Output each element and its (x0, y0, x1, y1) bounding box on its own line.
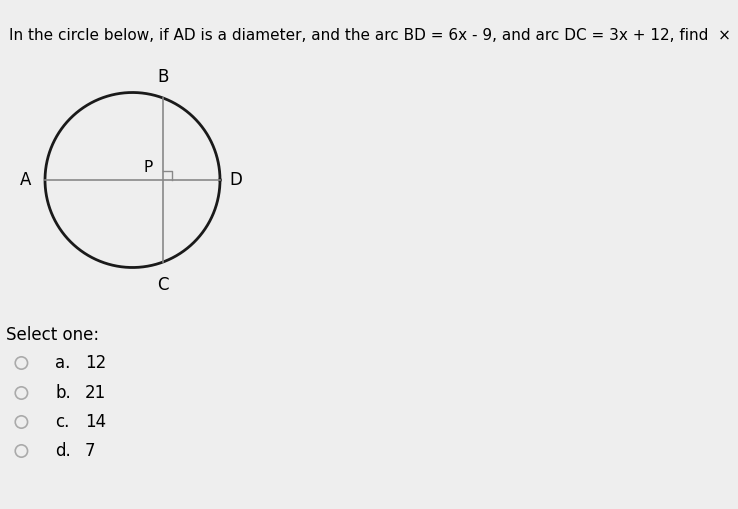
Text: C: C (157, 276, 169, 294)
Text: Select one:: Select one: (6, 326, 99, 344)
Text: a.: a. (55, 354, 71, 372)
Text: 7: 7 (85, 442, 95, 460)
Text: A: A (20, 171, 32, 189)
Text: D: D (230, 171, 242, 189)
Text: P: P (144, 160, 153, 175)
Text: b.: b. (55, 384, 71, 402)
Text: 21: 21 (85, 384, 106, 402)
Text: In the circle below, if AD is a diameter, and the arc BD = 6x - 9, and arc DC = : In the circle below, if AD is a diameter… (9, 28, 731, 43)
Text: d.: d. (55, 442, 71, 460)
Text: B: B (157, 68, 169, 86)
Text: 14: 14 (85, 413, 106, 431)
Text: 12: 12 (85, 354, 106, 372)
Text: c.: c. (55, 413, 69, 431)
